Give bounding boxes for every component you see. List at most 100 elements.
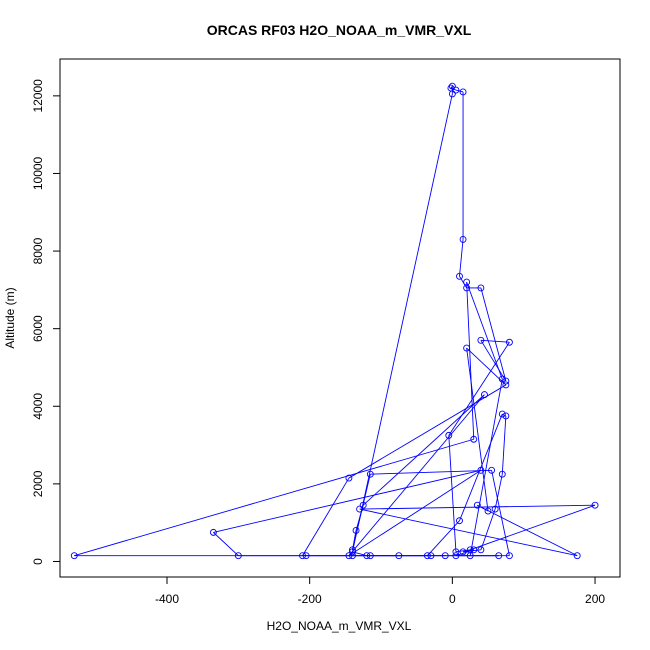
y-tick-label: 0 (31, 558, 45, 565)
series-segment (348, 384, 507, 479)
series-segment (466, 348, 489, 512)
series-segment (74, 438, 474, 557)
series-segment (213, 469, 481, 533)
data-point (463, 344, 471, 352)
data-point (484, 507, 492, 515)
data-point (505, 338, 513, 346)
x-axis-label: H2O_NOAA_m_VMR_VXL (267, 619, 412, 633)
series-segment (302, 477, 350, 556)
data-point (477, 546, 485, 554)
data-point (456, 272, 463, 280)
data-point (591, 501, 599, 509)
data-point (505, 552, 513, 560)
data-point (470, 435, 478, 443)
series-segment (480, 508, 496, 550)
series-segment (448, 435, 457, 552)
data-point (477, 284, 485, 292)
series-segment (491, 470, 510, 556)
data-point (359, 501, 367, 509)
x-axis: -400 -200 0 200 (155, 577, 605, 606)
series-segment (480, 340, 507, 382)
series-segment (362, 394, 485, 506)
data-point (498, 410, 506, 418)
data-point (463, 278, 471, 286)
x-tick-label: 0 (449, 592, 456, 606)
data-point (466, 552, 474, 560)
data-point (573, 552, 581, 560)
data-point (423, 552, 431, 560)
data-point (349, 548, 356, 556)
chart-title: ORCAS RF03 H2O_NOAA_m_VMR_VXL (207, 22, 472, 38)
series-segment (348, 469, 482, 557)
series-segment (480, 287, 507, 382)
data-point (495, 552, 503, 560)
y-tick-label: 6000 (31, 315, 45, 342)
x-tick-label: 200 (585, 592, 605, 606)
data-point (452, 548, 460, 556)
data-point (349, 546, 356, 554)
series-segment (477, 504, 578, 557)
data-point (441, 552, 449, 560)
data-point (498, 470, 506, 478)
data-point (70, 552, 78, 560)
data-point (302, 552, 310, 560)
data-point (448, 82, 456, 90)
series-segment (494, 474, 503, 510)
series-segment (427, 520, 460, 556)
data-point (473, 501, 481, 509)
data-point (502, 381, 510, 389)
series-segment (459, 239, 464, 277)
data-point (356, 505, 364, 513)
data-series (70, 82, 599, 560)
data-point (488, 466, 496, 474)
series-segment (370, 469, 492, 475)
series-segment (466, 281, 503, 380)
data-point (502, 377, 510, 385)
data-point (352, 526, 360, 534)
series-segment (348, 394, 485, 556)
series-segment (466, 282, 475, 440)
data-point (459, 88, 467, 96)
series-segment (455, 89, 464, 93)
data-point (456, 517, 463, 525)
data-point (427, 552, 435, 560)
plot-frame (59, 58, 621, 578)
data-point (459, 235, 467, 243)
data-point (470, 546, 478, 554)
series-segment (459, 276, 468, 289)
data-point (452, 552, 460, 560)
data-point (491, 505, 499, 513)
series-segment (466, 347, 507, 386)
data-point (299, 552, 306, 560)
series-segment (352, 93, 453, 552)
series-segment (359, 504, 596, 510)
data-point (502, 412, 510, 420)
y-tick-label: 10000 (31, 156, 45, 190)
data-point (477, 466, 485, 474)
y-tick-label: 2000 (31, 470, 45, 497)
data-point (395, 552, 403, 560)
data-point (363, 552, 371, 560)
y-tick-label: 8000 (31, 237, 45, 264)
data-point (445, 431, 453, 439)
y-axis-label: Altitude (m) (3, 287, 17, 348)
x-tick-label: -400 (155, 592, 179, 606)
data-point (234, 552, 242, 560)
y-axis: 0 2000 4000 6000 8000 10000 12000 (31, 79, 60, 565)
data-point (366, 470, 374, 478)
data-point (477, 336, 485, 344)
series-segment (359, 508, 578, 557)
series-segment (501, 415, 507, 475)
y-tick-label: 12000 (31, 79, 45, 113)
series-segment (213, 532, 239, 556)
data-point (459, 548, 467, 556)
series-segment (469, 379, 503, 556)
data-point (366, 552, 374, 560)
data-point (345, 474, 353, 482)
data-point (498, 375, 506, 383)
series-segment (470, 504, 596, 551)
series-segment (455, 549, 471, 553)
data-point (345, 552, 353, 560)
series-segment (352, 551, 367, 557)
